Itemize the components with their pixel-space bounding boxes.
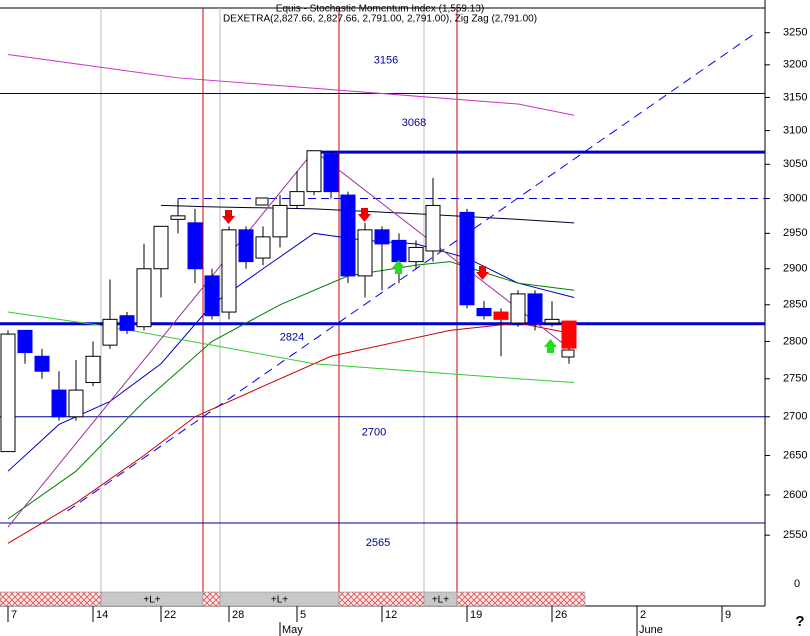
indicator-line bbox=[7, 53, 575, 116]
y-tick-label: 2700 bbox=[783, 411, 807, 423]
x-tick-label: 9 bbox=[725, 609, 731, 621]
level-label: 2565 bbox=[366, 537, 390, 549]
y-tick-label: 3150 bbox=[783, 91, 807, 103]
y-tick-label: 3100 bbox=[783, 125, 807, 137]
indicator-line bbox=[67, 32, 757, 512]
indicator-line bbox=[7, 232, 575, 472]
band-label: +L+ bbox=[143, 595, 160, 606]
signal-band bbox=[0, 591, 102, 607]
y-tick-label: 3050 bbox=[783, 158, 807, 170]
y-tick-label: 2800 bbox=[783, 335, 807, 347]
month-label: May bbox=[282, 624, 303, 636]
level-label: 2700 bbox=[362, 427, 386, 439]
y-tick-label: 2550 bbox=[783, 529, 807, 541]
candle-body bbox=[187, 222, 203, 270]
signal-band bbox=[456, 591, 586, 607]
level-label: 3068 bbox=[402, 117, 426, 129]
y-tick-label: 2950 bbox=[783, 227, 807, 239]
y-tick-label: 2650 bbox=[783, 449, 807, 461]
y-tick-label: 3000 bbox=[783, 192, 807, 204]
signal-band bbox=[202, 591, 221, 607]
candle-body bbox=[102, 318, 118, 346]
candle-body bbox=[221, 229, 237, 313]
band-label: +L+ bbox=[271, 595, 288, 606]
vertical-markers bbox=[100, 8, 458, 592]
header-line: DEXETRA(2,827.66, 2,827.66, 2,791.00, 2,… bbox=[223, 14, 537, 25]
y-tick-label: 2750 bbox=[783, 373, 807, 385]
candle-body bbox=[0, 333, 16, 453]
level-label: 2824 bbox=[280, 332, 304, 344]
x-tick-label: 2 bbox=[640, 609, 646, 621]
y-tick-label: 3250 bbox=[783, 27, 807, 39]
signal-arrows bbox=[222, 197, 575, 358]
candle-body bbox=[306, 150, 322, 193]
candle-body bbox=[323, 153, 339, 193]
candle-body bbox=[272, 204, 288, 238]
candle-body bbox=[408, 246, 424, 263]
candle-body bbox=[17, 329, 33, 354]
candle-body bbox=[68, 389, 84, 418]
x-tick-label: 28 bbox=[232, 609, 244, 621]
candle-body bbox=[510, 293, 526, 324]
candle-body bbox=[561, 320, 577, 349]
x-tick-label: 7 bbox=[11, 609, 17, 621]
header-line: Equis - Stochastic Momentum Index (1,559… bbox=[276, 4, 484, 15]
x-tick-label: 26 bbox=[555, 609, 567, 621]
candle-body bbox=[255, 236, 271, 259]
x-tick-label: 19 bbox=[470, 609, 482, 621]
candle-body bbox=[425, 204, 441, 252]
candle-body bbox=[119, 315, 135, 331]
y-tick-label: 2900 bbox=[783, 263, 807, 275]
candle-body bbox=[374, 229, 390, 245]
candle-body bbox=[153, 225, 169, 270]
candle-body bbox=[34, 355, 50, 372]
candle-body bbox=[493, 311, 509, 320]
help-icon[interactable]: ? bbox=[795, 613, 804, 630]
candle-body bbox=[544, 318, 560, 324]
candle-body bbox=[289, 191, 305, 206]
y-tick-label: 3200 bbox=[783, 59, 807, 71]
candle-body bbox=[85, 355, 101, 384]
x-tick-label: 5 bbox=[300, 609, 306, 621]
x-tick-label: 14 bbox=[96, 609, 108, 621]
x-tick-label: 12 bbox=[385, 609, 397, 621]
level-label: 3156 bbox=[374, 54, 398, 66]
candle-body bbox=[459, 211, 475, 306]
x-tick-label: 22 bbox=[164, 609, 176, 621]
signal-band bbox=[338, 591, 425, 607]
month-label: June bbox=[639, 624, 663, 636]
candle-body bbox=[527, 293, 543, 324]
y-tick-label: 2600 bbox=[783, 489, 807, 501]
candle-body bbox=[476, 307, 492, 317]
candle-body bbox=[391, 239, 407, 263]
indicator-line bbox=[7, 322, 575, 544]
candle-body bbox=[204, 275, 220, 317]
candle-body bbox=[340, 194, 356, 277]
candle-body bbox=[51, 389, 67, 418]
y-tick-label: 0 bbox=[794, 578, 800, 590]
y-tick-label: 2850 bbox=[783, 299, 807, 311]
candle-body bbox=[238, 229, 254, 263]
band-label: +L+ bbox=[432, 595, 449, 606]
candle-body bbox=[357, 229, 373, 277]
candle-body bbox=[170, 215, 186, 220]
candle-body bbox=[136, 268, 152, 328]
